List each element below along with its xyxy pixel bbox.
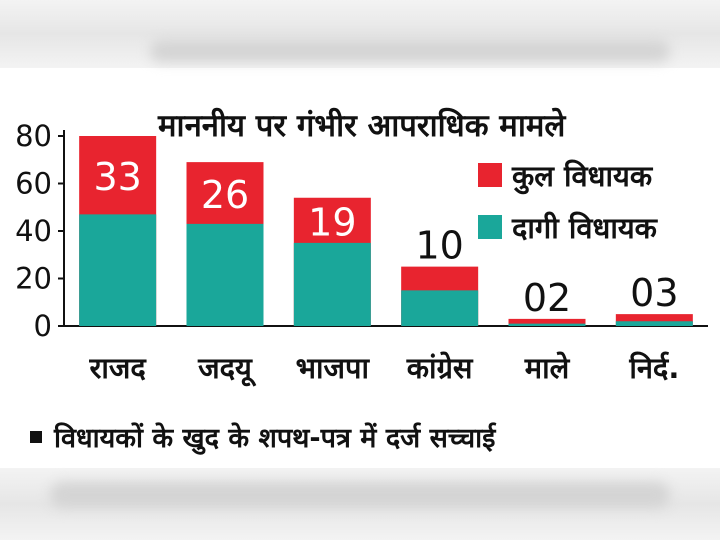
footnote-text: विधायकों के खुद के शपथ-पत्र में दर्ज सच्… — [54, 423, 496, 454]
data-label: 02 — [523, 276, 571, 320]
chart-title: माननीय पर गंभीर आपराधिक मामले — [157, 107, 566, 144]
data-label: 10 — [415, 224, 463, 268]
bar-tainted-3 — [401, 290, 479, 326]
data-label: 33 — [93, 155, 141, 199]
bar-total-5 — [615, 314, 693, 326]
data-label: 19 — [308, 200, 356, 244]
bar-tainted-2 — [293, 242, 371, 326]
x-tick-label: जदयू — [197, 351, 257, 387]
bullet-icon — [30, 430, 42, 443]
blurred-footer-band — [0, 468, 720, 540]
y-tick-label: 60 — [15, 167, 52, 201]
bar-tainted-5 — [615, 321, 693, 326]
bar-tainted-0 — [79, 214, 157, 326]
x-tick-label: कांग्रेस — [406, 351, 474, 385]
x-tick-label: राजद — [89, 351, 148, 385]
footnote: विधायकों के खुद के शपथ-पत्र में दर्ज सच्… — [30, 418, 495, 455]
y-tick-label: 40 — [15, 214, 52, 248]
bar-tainted-1 — [186, 223, 264, 326]
x-tick-label: भाजपा — [296, 351, 371, 385]
bar-tainted-4 — [508, 323, 586, 326]
legend-swatch — [478, 215, 502, 239]
bar-total-4 — [508, 318, 586, 326]
legend-label: कुल विधायक — [511, 159, 654, 195]
legend-swatch — [478, 163, 502, 187]
blurred-header-band — [0, 0, 720, 68]
x-tick-label: माले — [524, 351, 571, 385]
data-label: 03 — [630, 271, 678, 315]
legend-label: दागी विधायक — [511, 211, 659, 245]
x-tick-label: निर्द. — [628, 351, 679, 385]
y-tick-label: 80 — [15, 119, 52, 153]
y-tick-label: 0 — [34, 309, 52, 343]
legend: कुल विधायक दागी विधायक — [478, 159, 659, 245]
y-tick-label: 20 — [15, 262, 52, 296]
data-label: 26 — [201, 173, 249, 217]
